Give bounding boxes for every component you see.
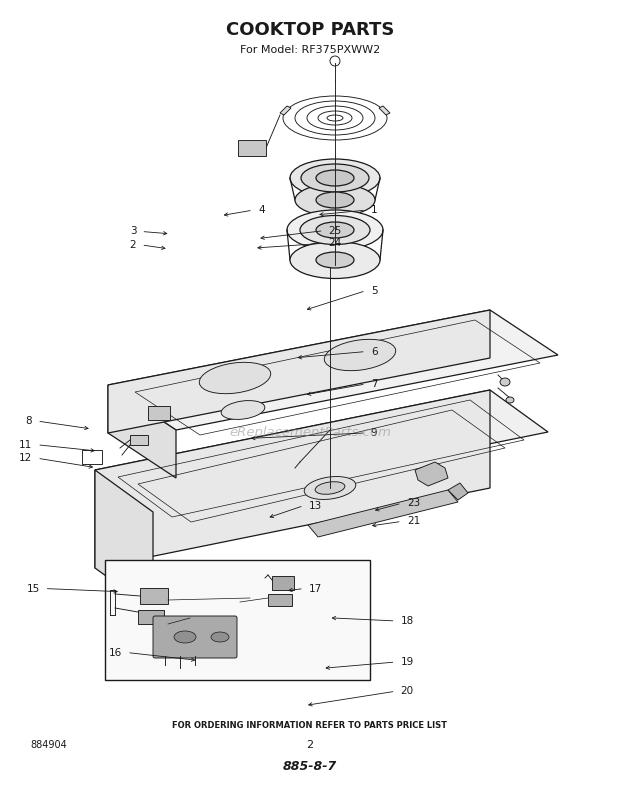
- Text: 9: 9: [371, 428, 378, 438]
- Ellipse shape: [301, 164, 369, 192]
- Text: COOKTOP PARTS: COOKTOP PARTS: [226, 21, 394, 39]
- Text: 11: 11: [19, 440, 32, 450]
- Text: 5: 5: [371, 286, 378, 295]
- Ellipse shape: [315, 482, 345, 495]
- FancyBboxPatch shape: [105, 560, 370, 680]
- Text: 885-8-7: 885-8-7: [283, 759, 337, 773]
- Ellipse shape: [290, 242, 380, 279]
- Text: 16: 16: [109, 648, 122, 657]
- Text: 21: 21: [407, 517, 420, 526]
- Text: 23: 23: [407, 498, 420, 508]
- Ellipse shape: [287, 210, 383, 250]
- Ellipse shape: [500, 378, 510, 386]
- Polygon shape: [108, 310, 490, 433]
- Ellipse shape: [316, 222, 354, 238]
- Text: 6: 6: [371, 347, 378, 356]
- Text: 8: 8: [25, 416, 32, 426]
- Text: 20: 20: [401, 687, 414, 696]
- Ellipse shape: [295, 184, 375, 216]
- Text: 3: 3: [130, 227, 136, 236]
- Text: 13: 13: [309, 501, 322, 510]
- Polygon shape: [95, 470, 153, 610]
- Polygon shape: [415, 462, 448, 486]
- FancyBboxPatch shape: [153, 616, 237, 658]
- Ellipse shape: [316, 192, 354, 208]
- Text: 884904: 884904: [30, 740, 67, 750]
- FancyBboxPatch shape: [138, 610, 164, 624]
- Text: FOR ORDERING INFORMATION REFER TO PARTS PRICE LIST: FOR ORDERING INFORMATION REFER TO PARTS …: [172, 721, 448, 731]
- Text: 18: 18: [401, 616, 414, 626]
- Text: 4: 4: [258, 205, 265, 215]
- FancyBboxPatch shape: [238, 140, 266, 156]
- FancyBboxPatch shape: [140, 588, 168, 604]
- Text: 2: 2: [130, 240, 136, 250]
- Text: 19: 19: [401, 657, 414, 667]
- Ellipse shape: [316, 170, 354, 186]
- Ellipse shape: [304, 476, 356, 499]
- Text: 24: 24: [329, 239, 342, 248]
- FancyBboxPatch shape: [268, 594, 292, 606]
- FancyBboxPatch shape: [130, 435, 148, 445]
- Text: 12: 12: [19, 453, 32, 463]
- Text: eReplacementParts.com: eReplacementParts.com: [229, 426, 391, 438]
- Ellipse shape: [199, 363, 271, 393]
- Polygon shape: [280, 106, 291, 115]
- Text: 7: 7: [371, 379, 378, 389]
- Polygon shape: [379, 106, 390, 115]
- Ellipse shape: [324, 340, 396, 371]
- Text: 2: 2: [306, 740, 314, 750]
- Polygon shape: [95, 390, 490, 568]
- Ellipse shape: [174, 631, 196, 643]
- Ellipse shape: [290, 159, 380, 197]
- Text: 15: 15: [27, 584, 40, 593]
- Ellipse shape: [221, 401, 265, 419]
- FancyBboxPatch shape: [272, 576, 294, 590]
- Text: 17: 17: [309, 584, 322, 593]
- FancyBboxPatch shape: [148, 406, 170, 420]
- Text: For Model: RF375PXWW2: For Model: RF375PXWW2: [240, 45, 380, 55]
- Ellipse shape: [300, 216, 370, 244]
- Polygon shape: [308, 490, 458, 537]
- Polygon shape: [95, 390, 548, 512]
- Polygon shape: [108, 310, 558, 430]
- Polygon shape: [108, 385, 176, 478]
- Ellipse shape: [211, 632, 229, 642]
- Text: 25: 25: [329, 226, 342, 235]
- Ellipse shape: [506, 397, 514, 403]
- Text: 1: 1: [371, 205, 378, 215]
- Ellipse shape: [316, 252, 354, 268]
- Polygon shape: [448, 483, 468, 500]
